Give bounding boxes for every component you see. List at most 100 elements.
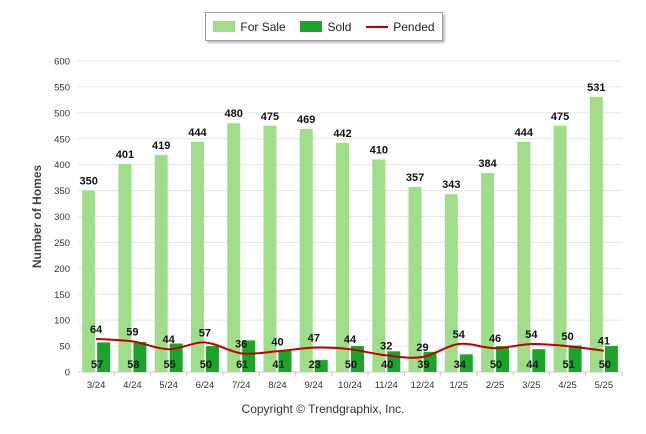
data-label-pended: 41 (598, 336, 610, 348)
data-label-for-sale: 444 (515, 127, 534, 139)
legend-item-sold[interactable]: Sold (300, 20, 351, 34)
y-tick-label: 250 (54, 238, 70, 249)
data-label-pended: 44 (163, 334, 176, 346)
data-label-for-sale: 343 (442, 179, 460, 191)
x-tick-label: 7/24 (232, 380, 251, 391)
legend-label-pended: Pended (393, 19, 435, 34)
legend-swatch-for-sale (213, 21, 236, 32)
y-tick-label: 50 (59, 342, 70, 353)
bar-for-sale (408, 186, 422, 372)
y-tick-label: 450 (54, 134, 70, 145)
legend-swatch-pended (366, 25, 389, 28)
bar-for-sale (82, 190, 96, 372)
data-label-for-sale: 469 (297, 114, 315, 126)
y-tick-label: 300 (54, 212, 70, 223)
data-label-sold: 55 (164, 359, 176, 371)
data-label-pended: 59 (126, 326, 138, 338)
y-tick-label: 100 (54, 316, 70, 327)
x-tick-label: 6/24 (196, 380, 215, 391)
bar-for-sale (299, 128, 313, 372)
x-tick-label: 1/25 (450, 380, 469, 391)
data-label-for-sale: 419 (152, 140, 170, 152)
data-label-for-sale: 442 (333, 128, 351, 140)
data-label-sold: 39 (417, 359, 429, 371)
y-tick-label: 0 (65, 368, 70, 379)
legend-item-pended[interactable]: Pended (366, 19, 435, 34)
bar-sold (532, 349, 546, 372)
x-tick-label: 10/24 (338, 380, 362, 391)
data-label-pended: 32 (380, 340, 392, 352)
y-axis-title: Number of Homes (30, 165, 44, 269)
data-label-for-sale: 410 (370, 144, 388, 156)
x-tick-label: 12/24 (411, 380, 435, 391)
y-tick-label: 500 (54, 108, 70, 119)
data-label-sold: 44 (526, 359, 539, 371)
bar-for-sale (372, 159, 386, 372)
data-label-sold: 50 (599, 359, 611, 371)
x-tick-label: 3/25 (522, 380, 541, 391)
data-label-for-sale: 401 (116, 149, 134, 161)
data-label-pended: 36 (235, 338, 247, 350)
y-tick-label: 600 (54, 57, 70, 68)
data-label-sold: 40 (381, 359, 393, 371)
bar-for-sale (263, 125, 277, 373)
data-label-pended: 54 (525, 329, 538, 341)
y-tick-label: 550 (54, 82, 70, 93)
x-tick-label: 9/24 (304, 380, 323, 391)
bar-sold (604, 346, 618, 372)
x-tick-label: 4/24 (123, 380, 142, 391)
x-tick-label: 5/25 (595, 380, 614, 391)
data-label-sold: 57 (91, 359, 103, 371)
bar-for-sale (589, 96, 603, 372)
data-label-sold: 50 (490, 359, 502, 371)
line-pended (96, 337, 604, 359)
bar-sold (314, 360, 328, 372)
data-label-for-sale: 444 (188, 127, 207, 139)
bar-sold (97, 342, 111, 372)
data-label-pended: 50 (561, 331, 573, 343)
data-label-sold: 51 (562, 359, 574, 371)
data-label-for-sale: 384 (478, 158, 497, 170)
bar-for-sale (517, 141, 531, 372)
data-label-pended: 44 (344, 334, 357, 346)
y-tick-label: 400 (54, 160, 70, 171)
chart-legend: For Sale Sold Pended (205, 12, 443, 41)
x-tick-label: 5/24 (159, 380, 178, 391)
bar-sold (133, 341, 147, 372)
bar-sold (459, 354, 473, 372)
data-label-sold: 50 (200, 359, 212, 371)
data-label-pended: 40 (271, 336, 283, 348)
bar-sold (496, 346, 510, 372)
data-label-pended: 47 (308, 333, 320, 345)
data-label-sold: 41 (272, 359, 284, 371)
data-label-sold: 23 (309, 359, 321, 371)
bar-for-sale (336, 142, 349, 372)
data-label-pended: 46 (489, 333, 501, 345)
bar-for-sale (444, 194, 458, 372)
data-label-for-sale: 475 (551, 111, 569, 123)
data-label-sold: 34 (454, 359, 467, 371)
data-label-for-sale: 350 (79, 176, 97, 188)
data-label-for-sale: 357 (406, 172, 424, 184)
legend-label-for-sale: For Sale (240, 19, 286, 34)
bar-for-sale (481, 172, 495, 372)
y-tick-label: 200 (54, 264, 70, 275)
data-label-pended: 57 (199, 327, 211, 339)
x-tick-label: 4/25 (558, 380, 577, 391)
data-label-pended: 54 (453, 329, 466, 341)
bar-sold (278, 350, 292, 372)
x-tick-label: 8/24 (268, 380, 287, 391)
bar-for-sale (154, 154, 168, 372)
copyright-text: Copyright © Trendgraphix, Inc. (241, 402, 405, 416)
bar-sold (169, 343, 183, 372)
bar-sold (351, 346, 364, 372)
y-tick-label: 150 (54, 290, 70, 301)
legend-label-sold: Sold (327, 19, 352, 34)
legend-item-for-sale[interactable]: For Sale (213, 19, 286, 34)
bar-for-sale (118, 164, 132, 372)
data-label-sold: 61 (236, 359, 248, 371)
y-tick-label: 350 (54, 186, 70, 197)
data-label-sold: 50 (345, 359, 357, 371)
bar-for-sale (190, 141, 204, 372)
